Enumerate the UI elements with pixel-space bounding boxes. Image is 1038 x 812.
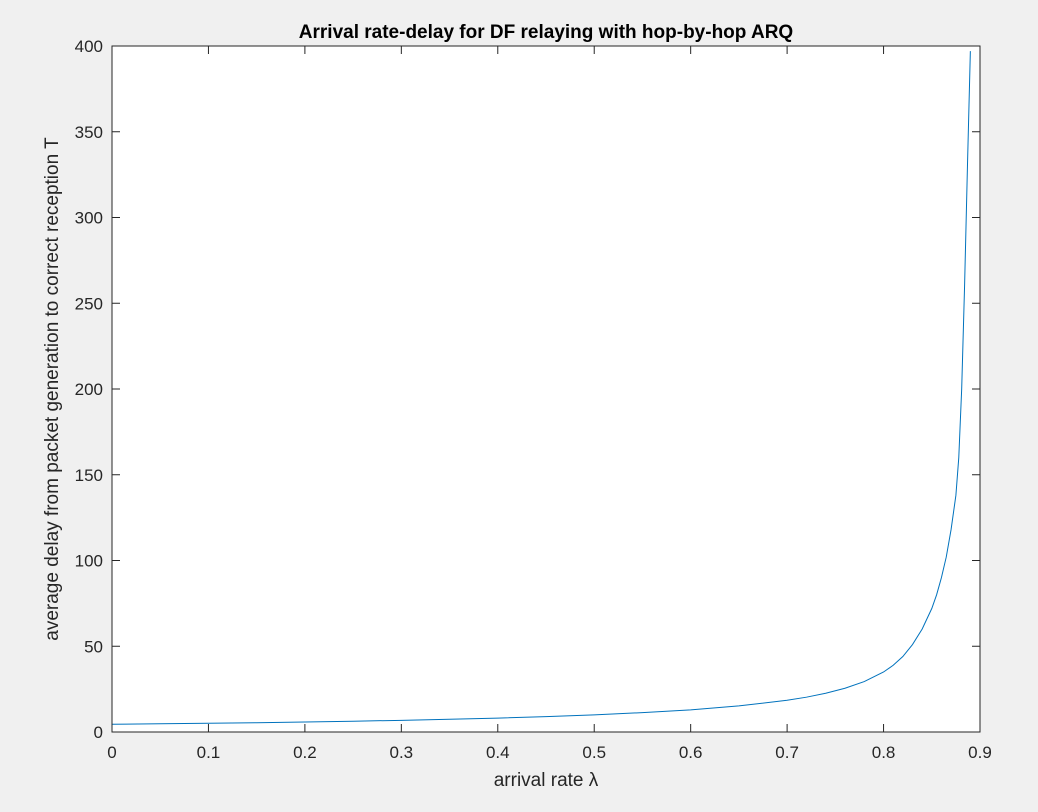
x-tick-label: 0.9 bbox=[968, 743, 992, 762]
y-tick-label: 350 bbox=[75, 123, 103, 142]
x-tick-label: 0.3 bbox=[390, 743, 414, 762]
x-axis-label: arrival rate λ bbox=[494, 770, 599, 791]
chart-title: Arrival rate-delay for DF relaying with … bbox=[299, 22, 793, 43]
x-tick-label: 0 bbox=[107, 743, 116, 762]
y-tick-label: 200 bbox=[75, 380, 103, 399]
series-line bbox=[111, 51, 971, 725]
y-tick-label: 150 bbox=[75, 466, 103, 485]
y-tick-label: 100 bbox=[75, 552, 103, 571]
axes-box bbox=[111, 45, 981, 733]
x-axis-ticks: 0 0.1 0.2 0.3 0.4 0.5 0.6 0.7 0.8 0.9 bbox=[107, 46, 992, 762]
x-tick-label: 0.6 bbox=[679, 743, 703, 762]
y-tick-label: 0 bbox=[94, 723, 103, 742]
y-tick-label: 400 bbox=[75, 37, 103, 56]
x-tick-label: 0.1 bbox=[197, 743, 221, 762]
x-tick-label: 0.7 bbox=[775, 743, 799, 762]
x-tick-label: 0.5 bbox=[582, 743, 606, 762]
x-tick-label: 0.4 bbox=[486, 743, 510, 762]
y-axis-ticks: 0 50 100 150 200 250 300 350 400 bbox=[75, 37, 980, 742]
plot-area bbox=[112, 46, 980, 732]
x-tick-label: 0.2 bbox=[293, 743, 317, 762]
x-tick-label: 0.8 bbox=[872, 743, 896, 762]
y-tick-label: 50 bbox=[84, 637, 103, 656]
y-tick-label: 300 bbox=[75, 209, 103, 228]
y-axis-label: average delay from packet generation to … bbox=[42, 137, 63, 641]
y-tick-label: 250 bbox=[75, 294, 103, 313]
